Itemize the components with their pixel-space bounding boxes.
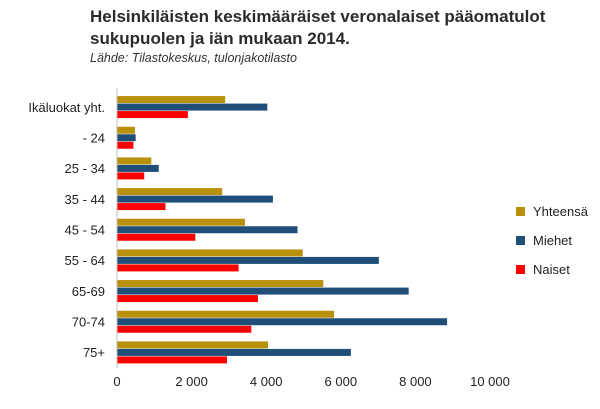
legend-swatch-naiset [516,265,525,274]
category-label: 25 - 34 [65,161,105,176]
category-label: 35 - 44 [65,192,105,207]
legend: Yhteensä Miehet Naiset [516,197,588,284]
bar-miehet-2 [117,164,159,172]
bar-yhteens--5 [117,249,303,257]
bar-miehet-8 [117,348,351,356]
x-tick-label: 4 000 [250,374,283,389]
category-label: 65-69 [72,284,105,299]
bar-yhteens--1 [117,126,135,134]
x-tick-label: 8 000 [399,374,432,389]
bar-naiset-1 [117,141,134,149]
bar-naiset-5 [117,264,239,272]
category-label: 75+ [83,345,105,360]
bar-yhteens--3 [117,188,223,196]
bar-yhteens--7 [117,310,335,318]
category-label: - 24 [83,131,105,146]
legend-item-miehet: Miehet [516,226,588,255]
legend-label-miehet: Miehet [533,233,573,248]
bar-naiset-3 [117,203,166,211]
legend-label-naiset: Naiset [533,262,570,277]
bar-naiset-2 [117,172,145,180]
bar-naiset-4 [117,233,196,241]
chart-title: Helsinkiläisten keskimääräiset veronalai… [90,7,546,48]
bar-naiset-6 [117,295,258,303]
category-label: 45 - 54 [65,223,105,238]
category-label: 55 - 64 [65,253,105,268]
x-tick-label: 10 000 [470,374,510,389]
bar-miehet-6 [117,287,409,295]
bar-miehet-5 [117,256,379,264]
bar-yhteens--0 [117,96,226,104]
bar-naiset-7 [117,325,252,333]
bar-miehet-4 [117,226,298,234]
category-label: Ikäluokat yht. [28,100,105,115]
legend-label-yhteensa: Yhteensä [533,204,588,219]
bar-miehet-7 [117,318,448,326]
x-tick-label: 0 [113,374,120,389]
x-tick-label: 2 000 [175,374,208,389]
legend-swatch-miehet [516,236,525,245]
bar-yhteens--4 [117,218,245,226]
x-tick-label: 6 000 [325,374,358,389]
bar-yhteens--2 [117,157,152,165]
legend-item-yhteensa: Yhteensä [516,197,588,226]
bar-miehet-1 [117,134,136,142]
legend-swatch-yhteensa [516,207,525,216]
bar-miehet-3 [117,195,273,203]
category-label: 70-74 [72,315,105,330]
legend-item-naiset: Naiset [516,255,588,284]
chart-source: Lähde: Tilastokeskus, tulonjakotilasto [90,51,297,65]
bar-miehet-0 [117,103,268,111]
bar-yhteens--6 [117,280,324,288]
bar-naiset-8 [117,356,228,364]
bar-yhteens--8 [117,341,269,349]
bar-naiset-0 [117,111,188,119]
